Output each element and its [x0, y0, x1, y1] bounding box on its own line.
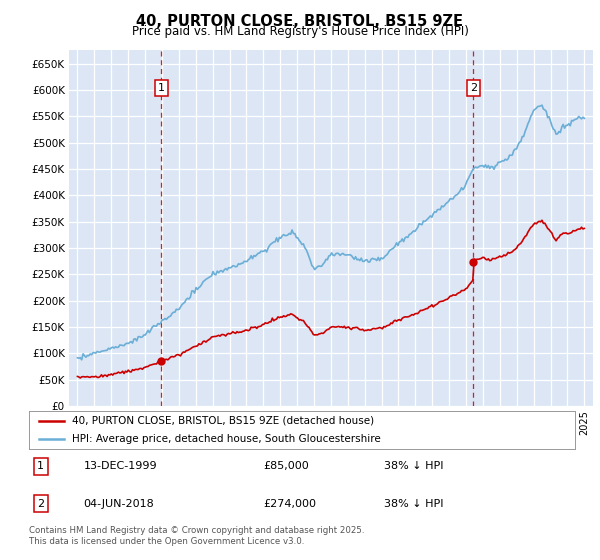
Text: Price paid vs. HM Land Registry's House Price Index (HPI): Price paid vs. HM Land Registry's House … — [131, 25, 469, 38]
Text: 13-DEC-1999: 13-DEC-1999 — [83, 461, 157, 472]
Text: 38% ↓ HPI: 38% ↓ HPI — [384, 498, 443, 508]
Text: HPI: Average price, detached house, South Gloucestershire: HPI: Average price, detached house, Sout… — [73, 434, 381, 444]
Text: £274,000: £274,000 — [263, 498, 317, 508]
Text: £85,000: £85,000 — [263, 461, 310, 472]
Text: 2: 2 — [37, 498, 44, 508]
Text: 1: 1 — [158, 83, 165, 93]
Text: 38% ↓ HPI: 38% ↓ HPI — [384, 461, 443, 472]
Text: 40, PURTON CLOSE, BRISTOL, BS15 9ZE (detached house): 40, PURTON CLOSE, BRISTOL, BS15 9ZE (det… — [73, 416, 374, 426]
Text: 2: 2 — [470, 83, 477, 93]
Text: 1: 1 — [37, 461, 44, 472]
Text: 04-JUN-2018: 04-JUN-2018 — [83, 498, 154, 508]
Text: Contains HM Land Registry data © Crown copyright and database right 2025.
This d: Contains HM Land Registry data © Crown c… — [29, 526, 364, 546]
Text: 40, PURTON CLOSE, BRISTOL, BS15 9ZE: 40, PURTON CLOSE, BRISTOL, BS15 9ZE — [137, 14, 464, 29]
